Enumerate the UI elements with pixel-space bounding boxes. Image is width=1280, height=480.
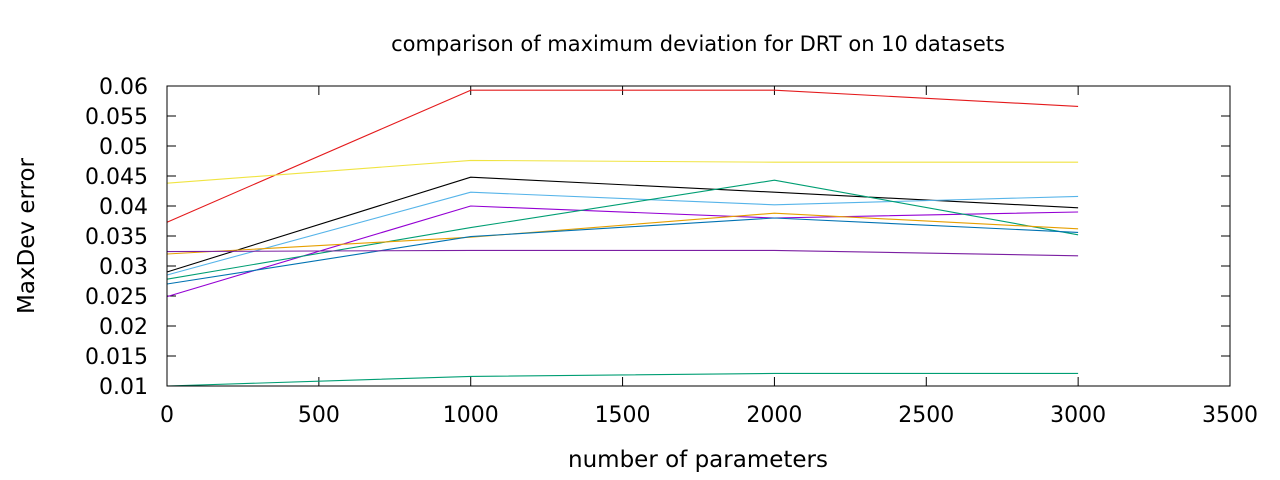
y-tick-label: 0.045 [85, 165, 148, 190]
series-line-9 [166, 249, 1079, 257]
x-tick-label: 2000 [746, 403, 802, 428]
y-tick-label: 0.035 [85, 225, 148, 250]
y-tick-label: 0.025 [85, 285, 148, 310]
x-tick-label: 3000 [1050, 403, 1106, 428]
x-tick-label: 1000 [443, 403, 499, 428]
y-tick-label: 0.04 [99, 195, 148, 220]
x-tick-label: 500 [298, 403, 340, 428]
x-tick-label: 3500 [1202, 403, 1258, 428]
y-tick-label: 0.01 [99, 375, 148, 400]
series-line-1 [166, 89, 1079, 223]
ticks: 0 500 1000 1500 2000 2500 3000 3500 0.01 0.015 0.0… [85, 75, 1258, 428]
x-tick-label: 0 [160, 403, 174, 428]
y-tick-label: 0.055 [85, 105, 148, 130]
y-axis-label: MaxDev error [14, 157, 40, 314]
x-tick-label: 2500 [898, 403, 954, 428]
series-line-4 [166, 191, 1079, 276]
x-axis-label: number of parameters [568, 447, 828, 473]
series-line-10 [166, 372, 1079, 387]
series-line-8 [166, 217, 1079, 285]
y-tick-label: 0.015 [85, 345, 148, 370]
series-line-7 [166, 212, 1079, 255]
chart-title: comparison of maximum deviation for DRT … [391, 32, 1005, 56]
series-line-2 [166, 159, 1079, 184]
series-line-6 [166, 179, 1079, 280]
y-tick-label: 0.03 [99, 255, 148, 280]
y-tick-label: 0.05 [99, 135, 148, 160]
series-lines [166, 89, 1079, 387]
series-line-3 [166, 176, 1079, 273]
x-tick-label: 1500 [595, 403, 651, 428]
y-tick-label: 0.06 [99, 75, 148, 100]
y-tick-label: 0.02 [99, 315, 148, 340]
plot-frame [166, 85, 1231, 387]
